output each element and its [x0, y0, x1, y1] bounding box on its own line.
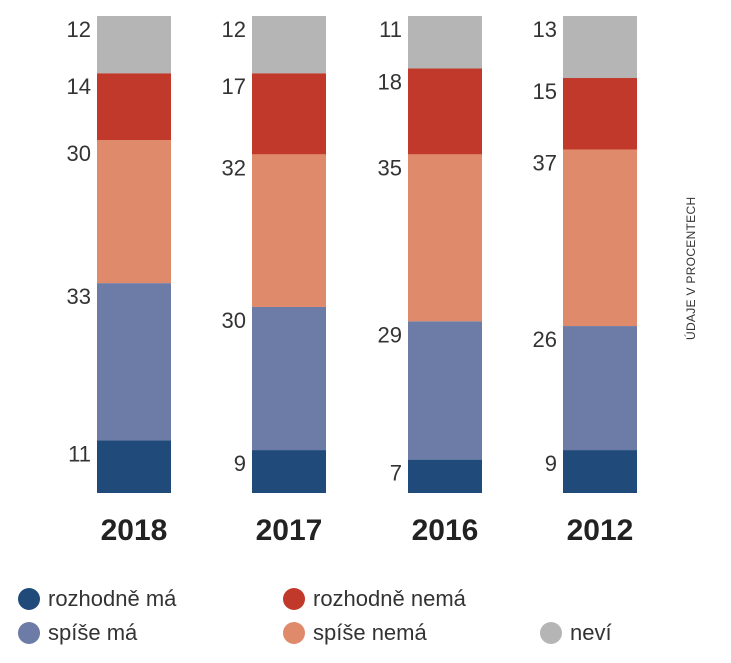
bar-segment-spise-ma-2016	[408, 321, 482, 460]
value-label-nevi-2018: 12	[67, 17, 91, 42]
value-label-spise-ma-2018: 33	[67, 284, 91, 309]
value-label-spise-nema-2012: 37	[533, 151, 557, 176]
value-label-rozhodne-nema-2012: 15	[533, 79, 557, 104]
legend-item-rozhodne-ma: rozhodně má	[18, 586, 176, 612]
category-label-2012: 2012	[567, 514, 634, 547]
legend-label: rozhodně má	[48, 586, 177, 611]
legend-label: neví	[570, 620, 612, 645]
legend-item-spise-ma: spíše má	[18, 620, 137, 646]
bar-segment-spise-nema-2017	[252, 154, 326, 307]
category-label-2017: 2017	[256, 514, 323, 547]
value-label-spise-ma-2012: 26	[533, 327, 557, 352]
legend-item-spise-nema: spíše nemá	[283, 620, 427, 646]
legend-swatch-spise-ma	[18, 622, 40, 644]
value-labels-layer: 11 33 30 14 12 9 30 32 17 12 7 29 35 18 11 9 26 37 15 13	[67, 17, 557, 486]
legend-swatch-nevi	[540, 622, 562, 644]
value-label-spise-ma-2017: 30	[222, 308, 246, 333]
legend-item-rozhodne-nema: rozhodně nemá	[283, 586, 466, 612]
bar-segment-spise-nema-2018	[97, 140, 171, 284]
bar-segment-rozhodne-ma-2012	[563, 450, 637, 493]
value-label-nevi-2012: 13	[533, 17, 557, 42]
bar-segment-spise-ma-2012	[563, 326, 637, 451]
value-label-rozhodne-ma-2018: 11	[68, 442, 91, 467]
bar-segment-rozhodne-nema-2016	[408, 68, 482, 155]
value-label-rozhodne-nema-2018: 14	[67, 74, 91, 99]
bar-segment-spise-nema-2016	[408, 154, 482, 322]
value-label-spise-ma-2016: 29	[378, 322, 402, 347]
category-label-2016: 2016	[412, 514, 479, 547]
value-label-rozhodne-nema-2017: 17	[222, 74, 246, 99]
legend: rozhodně má spíše má spíše nemá rozhodně…	[18, 586, 718, 656]
value-label-nevi-2016: 11	[379, 17, 402, 42]
category-labels-layer: 2018 2017 2016 2012	[101, 514, 634, 547]
units-note: ÚDAJE V PROCENTECH	[684, 196, 698, 340]
bar-segment-nevi-2012	[563, 16, 637, 79]
legend-label: spíše má	[48, 620, 138, 645]
bar-segment-spise-nema-2012	[563, 149, 637, 327]
legend-swatch-spise-nema	[283, 622, 305, 644]
bar-segment-rozhodne-ma-2017	[252, 450, 326, 493]
value-label-rozhodne-nema-2016: 18	[378, 69, 402, 94]
bar-segment-rozhodne-nema-2017	[252, 73, 326, 155]
bar-segment-rozhodne-ma-2016	[408, 459, 482, 493]
value-label-spise-nema-2018: 30	[67, 141, 91, 166]
legend-swatch-rozhodne-ma	[18, 588, 40, 610]
legend-label: rozhodně nemá	[313, 586, 466, 611]
value-label-nevi-2017: 12	[222, 17, 246, 42]
bar-segment-spise-ma-2017	[252, 306, 326, 451]
bar-segment-rozhodne-nema-2012	[563, 78, 637, 150]
value-label-rozhodne-ma-2016: 7	[390, 461, 402, 486]
value-label-spise-nema-2017: 32	[222, 155, 246, 180]
legend-swatch-rozhodne-nema	[283, 588, 305, 610]
bars-layer	[97, 16, 637, 493]
legend-label: spíše nemá	[313, 620, 427, 645]
value-label-rozhodne-ma-2012: 9	[545, 451, 557, 476]
value-label-rozhodne-ma-2017: 9	[234, 451, 246, 476]
legend-item-nevi: neví	[540, 620, 612, 646]
bar-segment-nevi-2016	[408, 16, 482, 69]
bar-segment-rozhodne-nema-2018	[97, 73, 171, 141]
bar-segment-rozhodne-ma-2018	[97, 440, 171, 493]
bar-segment-spise-ma-2018	[97, 283, 171, 441]
value-label-spise-nema-2016: 35	[378, 155, 402, 180]
bar-segment-nevi-2018	[97, 16, 171, 74]
bar-segment-nevi-2017	[252, 16, 326, 74]
category-label-2018: 2018	[101, 514, 168, 547]
